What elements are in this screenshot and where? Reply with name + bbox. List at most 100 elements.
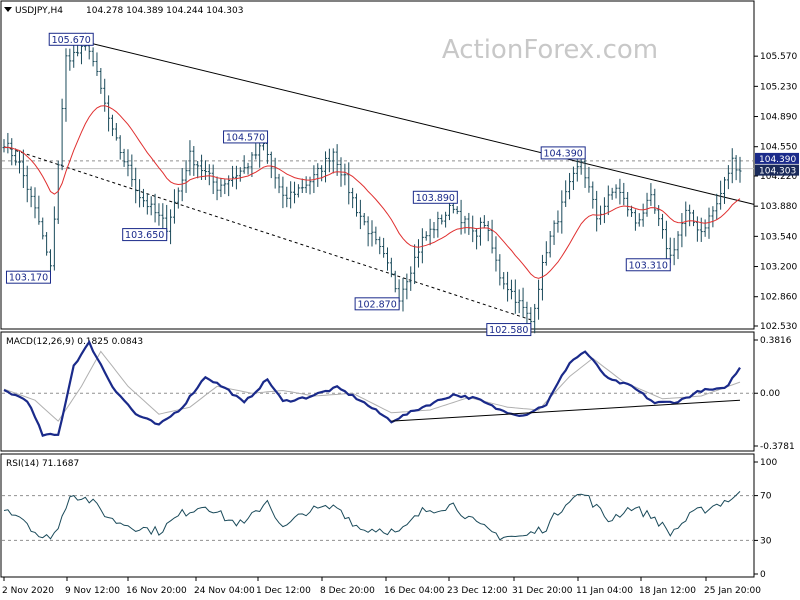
price-bar: [707, 207, 711, 239]
price-bar: [649, 183, 653, 206]
price-bar: [250, 152, 254, 177]
price-label: 103.890: [412, 190, 458, 204]
price-bar: [362, 213, 366, 226]
price-label-box: [48, 32, 94, 46]
price-bar: [169, 209, 173, 245]
price-label-box: [5, 270, 51, 284]
price-bar: [41, 217, 45, 240]
price-bar: [568, 172, 572, 200]
price-bar: [14, 148, 18, 166]
price-bar: [428, 218, 432, 246]
price-axis-label: 104.550: [760, 143, 797, 153]
price-bar: [172, 189, 176, 224]
time-axis-label: 2 Nov 2020: [2, 586, 54, 596]
rsi-axis-label: 100: [760, 458, 777, 468]
price-bar: [29, 186, 33, 208]
price-bars: [2, 32, 742, 334]
price-bar: [25, 165, 29, 203]
price-label-box: [540, 146, 586, 160]
price-bar: [281, 176, 285, 209]
price-tag-text: 104.390: [759, 155, 796, 165]
price-bar: [688, 204, 692, 227]
price-bar: [188, 140, 192, 176]
price-bar: [595, 190, 599, 232]
price-bar: [304, 176, 308, 194]
price-label-text: 102.580: [489, 325, 528, 336]
price-bar: [265, 139, 269, 164]
price-bar: [723, 176, 727, 204]
price-label-text: 103.650: [125, 230, 164, 241]
price-bar: [378, 236, 382, 255]
price-bar: [544, 241, 548, 266]
price-bar: [637, 213, 641, 227]
price-bar: [285, 186, 289, 208]
price-bar: [436, 211, 440, 238]
price-bar: [211, 164, 215, 195]
price-bar: [296, 184, 300, 198]
macd-axis-label: 0.00: [760, 389, 780, 399]
price-bar: [107, 95, 111, 132]
price-bar: [517, 289, 521, 314]
price-bar: [76, 45, 80, 57]
macd-trendline: [391, 399, 741, 422]
price-bar: [374, 226, 378, 245]
price-bar: [676, 231, 680, 260]
price-bar: [126, 149, 130, 177]
rsi-axis: 100 70 30 0: [754, 458, 777, 580]
rsi-axis-label: 30: [760, 536, 772, 546]
price-bar: [413, 244, 417, 285]
price-bar: [614, 184, 618, 199]
price-bar: [180, 168, 184, 202]
price-bar: [184, 160, 188, 193]
macd-panel: [0, 331, 755, 452]
price-bar: [72, 41, 76, 68]
price-bar: [64, 48, 68, 122]
price-bar: [715, 193, 719, 220]
price-bar: [153, 193, 157, 223]
price-bar: [21, 149, 25, 189]
price-bar: [324, 151, 328, 183]
price-bar: [564, 180, 568, 207]
price-bar: [234, 165, 238, 190]
price-bar: [494, 236, 498, 272]
price-bar: [575, 156, 579, 182]
macd-axis-label: -0.3781: [760, 442, 795, 452]
rsi-panel: [0, 453, 755, 578]
price-bar: [335, 144, 339, 176]
time-axis-label: 18 Jan 12:00: [639, 586, 696, 596]
price-bar: [17, 151, 21, 174]
price-bar: [68, 48, 72, 71]
symbol-dropdown-icon[interactable]: [4, 7, 12, 12]
price-label-box: [354, 297, 400, 311]
price-bar: [114, 122, 118, 141]
price-bar: [176, 187, 180, 209]
price-bar: [145, 193, 149, 215]
price-bar: [482, 215, 486, 229]
price-bar: [478, 217, 482, 246]
price-label-text: 104.570: [226, 132, 265, 143]
price-label-text: 102.870: [357, 299, 396, 310]
price-bar: [525, 301, 529, 324]
moving-average: [3, 105, 741, 279]
price-label-text: 105.670: [52, 35, 91, 46]
price-bar: [610, 187, 614, 200]
price-bar: [161, 203, 165, 230]
price-label-text: 103.890: [416, 193, 455, 204]
time-axis-label: 23 Dec 12:00: [447, 586, 508, 596]
price-bar: [277, 173, 281, 194]
price-bar: [486, 220, 490, 242]
price-axis: 105.570 105.230 104.890 104.550 104.220 103.8…: [754, 52, 799, 332]
price-label-text: 103.170: [9, 273, 48, 284]
price-bar: [626, 191, 630, 217]
price-bar: [498, 254, 502, 286]
macd-line: [3, 339, 741, 437]
price-bar: [10, 138, 14, 166]
price-bar: [533, 303, 537, 334]
price-bar: [382, 237, 386, 258]
price-label: 102.870: [354, 297, 400, 311]
price-bar: [699, 217, 703, 242]
rsi-panel-title: RSI(14) 71.1687: [6, 459, 79, 469]
price-bar: [118, 135, 122, 160]
price-bar: [196, 160, 200, 179]
